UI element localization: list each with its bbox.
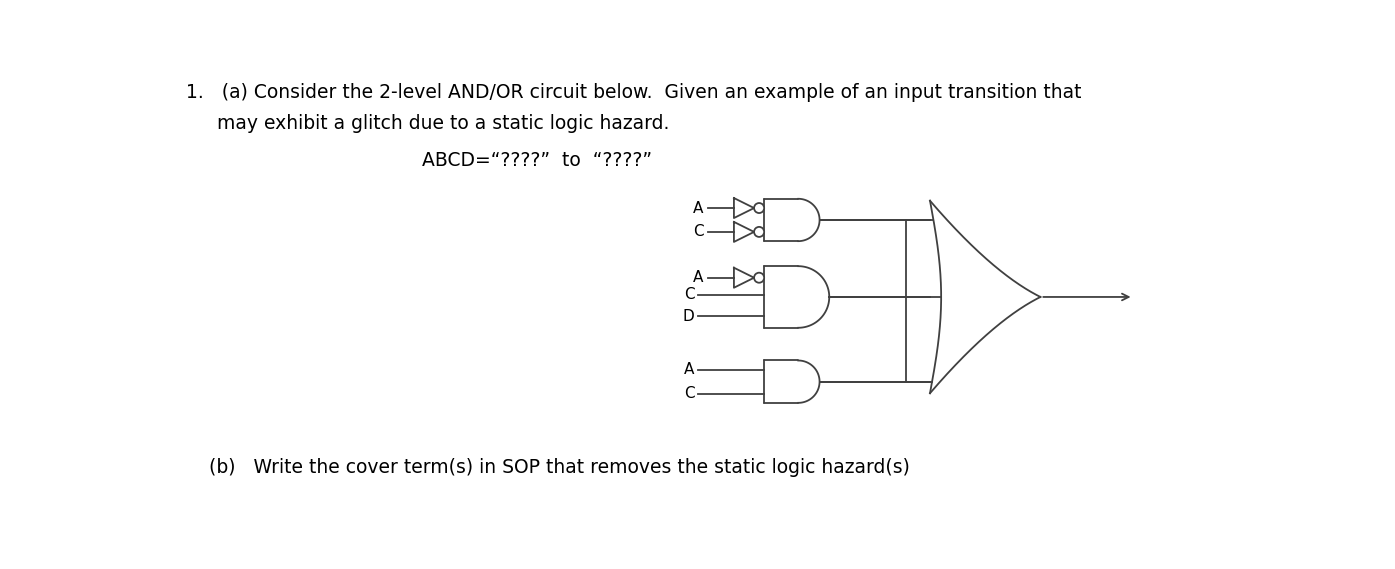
Text: C: C: [684, 386, 695, 401]
Text: A: A: [693, 270, 703, 285]
Text: A: A: [684, 362, 695, 377]
Circle shape: [755, 227, 764, 237]
Text: C: C: [693, 224, 703, 240]
Text: A: A: [693, 200, 703, 216]
Text: may exhibit a glitch due to a static logic hazard.: may exhibit a glitch due to a static log…: [218, 114, 670, 133]
Text: ABCD=“????”  to  “????”: ABCD=“????” to “????”: [423, 151, 653, 170]
Text: (b)   Write the cover term(s) in SOP that removes the static logic hazard(s): (b) Write the cover term(s) in SOP that …: [209, 458, 910, 477]
Circle shape: [755, 273, 764, 283]
Circle shape: [755, 203, 764, 213]
Text: D: D: [682, 309, 695, 324]
Text: C: C: [684, 287, 695, 302]
Text: 1.   (a) Consider the 2-level AND/OR circuit below.  Given an example of an inpu: 1. (a) Consider the 2-level AND/OR circu…: [186, 83, 1081, 102]
